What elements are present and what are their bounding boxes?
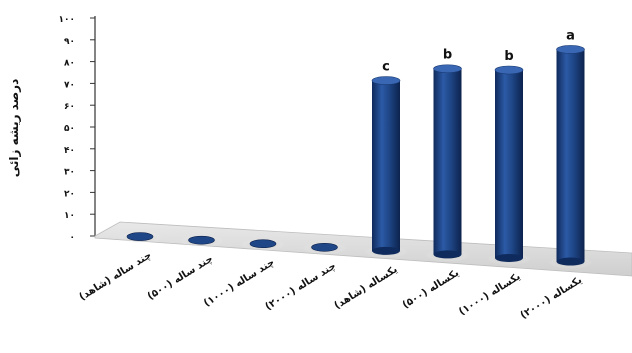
bar-zero-disk bbox=[188, 235, 215, 245]
bar bbox=[494, 65, 524, 262]
bar bbox=[433, 64, 462, 259]
bars bbox=[118, 45, 593, 269]
bar-zero-disk bbox=[311, 242, 338, 252]
y-tick-label: ۸۰ bbox=[64, 59, 75, 69]
x-tick-label: یکساله (۲۰۰۰) bbox=[519, 275, 585, 322]
bar bbox=[556, 45, 585, 266]
bar-body bbox=[433, 68, 462, 255]
data-label: c bbox=[382, 60, 390, 75]
y-tick-label: ۴۰ bbox=[64, 146, 75, 156]
x-tick-label: یکساله (شاهد) bbox=[332, 264, 399, 312]
data-label: a bbox=[566, 28, 575, 43]
data-label: b bbox=[504, 49, 513, 64]
bar-body bbox=[372, 80, 400, 251]
y-tick-label: ۷۰ bbox=[64, 80, 75, 90]
y-axis-label: درصد ریشه زائی bbox=[7, 79, 21, 178]
y-tick-label: ۱۰ bbox=[64, 211, 75, 221]
x-tick-label: چند ساله (۵۰۰) bbox=[146, 253, 215, 302]
floor-plane bbox=[94, 221, 632, 277]
bar-bottom bbox=[556, 257, 585, 266]
bar-body bbox=[556, 49, 585, 262]
x-tick-label: یکساله (۱۰۰۰) bbox=[457, 271, 523, 318]
bar bbox=[371, 76, 401, 255]
bar-bottom bbox=[372, 246, 400, 255]
bar-body bbox=[495, 69, 523, 258]
bar-bottom bbox=[495, 253, 523, 262]
data-label: b bbox=[443, 48, 452, 63]
x-tick-label: یکساله (۵۰۰) bbox=[401, 268, 462, 312]
bar-zero-disk bbox=[126, 232, 154, 241]
y-tick-label: ۰ bbox=[70, 233, 76, 243]
y-tick-label: ۳۰ bbox=[64, 168, 75, 178]
y-tick-label: ۵۰ bbox=[64, 124, 75, 134]
y-tick-label: ۹۰ bbox=[64, 37, 75, 47]
bar-zero-disk bbox=[249, 239, 277, 249]
chart-floor bbox=[94, 221, 632, 277]
bar-top bbox=[494, 65, 524, 75]
y-tick-label: ۲۰ bbox=[64, 189, 75, 199]
x-tick-label: چند ساله (۲۰۰۰) bbox=[264, 261, 339, 313]
y-tick-label: ۶۰ bbox=[64, 102, 75, 112]
y-tick-label: ۱۰۰ bbox=[59, 15, 75, 25]
bar-top bbox=[433, 64, 462, 74]
bar-top bbox=[556, 45, 585, 54]
bar-bottom bbox=[433, 250, 462, 259]
x-tick-label: چند ساله (شاهد) bbox=[77, 250, 153, 303]
bar-top bbox=[371, 76, 401, 85]
